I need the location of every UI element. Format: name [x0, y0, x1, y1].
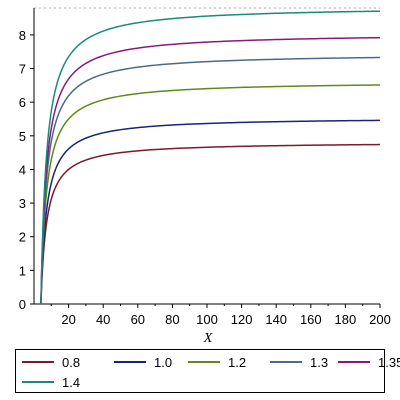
y-tick-label: 1	[19, 263, 26, 278]
legend-item: 1.0	[110, 352, 172, 372]
legend-swatch	[22, 361, 54, 363]
legend: 0.8 1.0 1.2 1.3 1.35 1.4	[15, 349, 400, 393]
legend-label: 1.4	[62, 374, 81, 390]
y-tick-label: 8	[19, 28, 26, 43]
x-tick-label: 200	[369, 312, 391, 327]
legend-label: 1.35	[378, 354, 400, 370]
y-tick-label: 4	[19, 162, 26, 177]
x-tick-label: 160	[300, 312, 322, 327]
legend-swatch	[188, 361, 220, 363]
y-tick-label: 5	[19, 129, 26, 144]
legend-swatch	[338, 361, 370, 363]
legend-swatch	[22, 381, 54, 383]
x-tick-label: 20	[61, 312, 75, 327]
x-axis-title: X	[203, 331, 213, 345]
legend-item: 1.3	[266, 352, 328, 372]
x-tick-label: 120	[231, 312, 253, 327]
series-line-1-35	[40, 36, 381, 305]
legend-item: 1.2	[184, 352, 246, 372]
legend-swatch	[114, 361, 146, 363]
y-tick-label: 7	[19, 62, 26, 77]
legend-label: 1.0	[154, 354, 173, 370]
series-line-1-4	[40, 10, 381, 305]
series-line-1-2	[40, 84, 381, 305]
y-tick-label: 6	[19, 95, 26, 110]
legend-item: 1.35	[334, 352, 400, 372]
series-line-1-0	[40, 119, 381, 305]
x-tick-label: 140	[265, 312, 287, 327]
x-tick-label: 100	[196, 312, 218, 327]
y-tick-label: 2	[19, 230, 26, 245]
line-chart: 20 40 60 80 100 120 140 160 180 200 0 1 2 3 4 5 6 7 8 X	[19, 7, 391, 345]
legend-swatch	[270, 361, 302, 363]
x-tick-label: 40	[96, 312, 110, 327]
legend-label: 1.2	[228, 354, 247, 370]
x-tick-label: 60	[131, 312, 145, 327]
series-line-1-3	[40, 56, 381, 305]
y-tick-label: 3	[19, 196, 26, 211]
x-tick-label: 180	[335, 312, 357, 327]
legend-item: 1.4	[18, 372, 80, 392]
x-tick-label: 80	[165, 312, 179, 327]
legend-label: 0.8	[62, 354, 81, 370]
legend-label: 1.3	[310, 354, 329, 370]
series-line-0-8	[40, 143, 381, 305]
y-tick-label: 0	[19, 297, 26, 312]
legend-item: 0.8	[18, 352, 80, 372]
